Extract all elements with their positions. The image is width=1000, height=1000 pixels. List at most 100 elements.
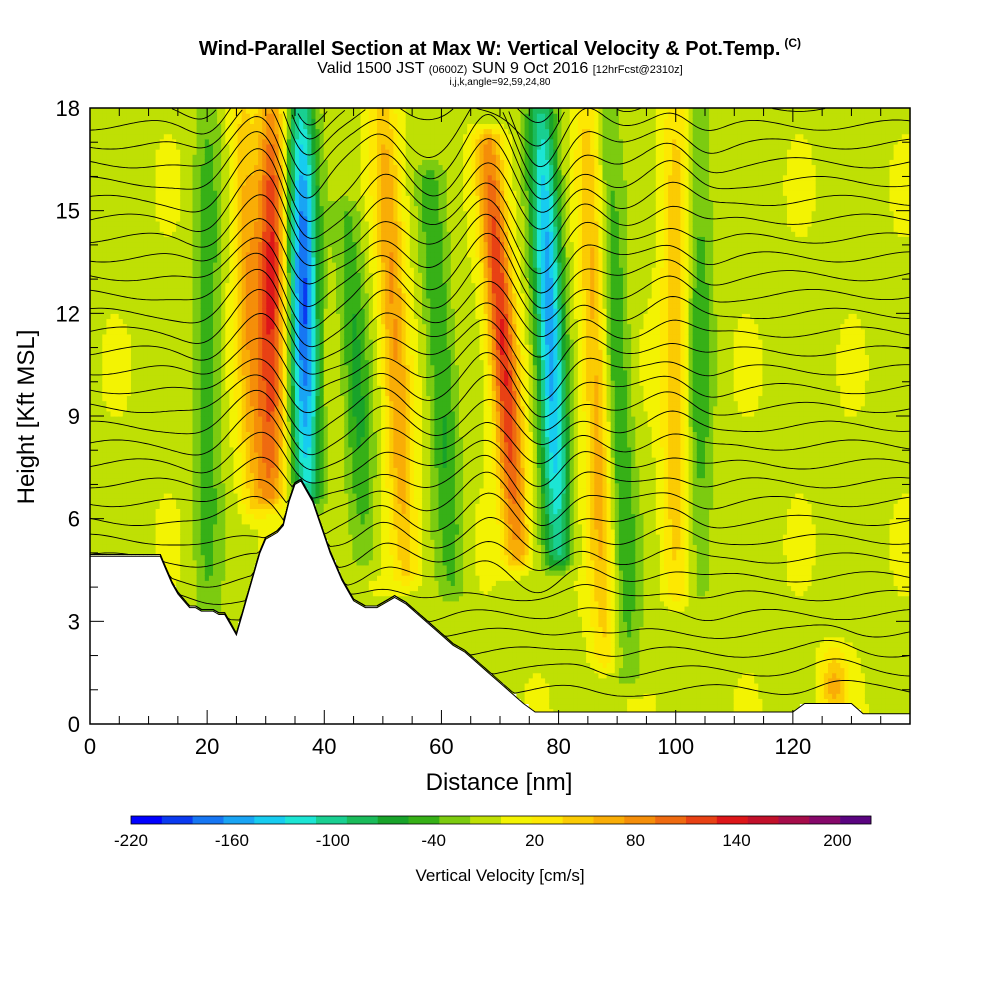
heatmap-cell (159, 416, 165, 422)
heatmap-cell (192, 349, 198, 355)
heatmap-cell (90, 169, 95, 176)
heatmap-cell (188, 313, 194, 320)
heatmap-cell (307, 380, 312, 386)
heatmap-cell (233, 436, 239, 443)
heatmap-cell (163, 523, 169, 530)
heatmap-cell (229, 416, 235, 422)
heatmap-cell (94, 410, 99, 417)
heatmap-cell (94, 344, 99, 350)
heatmap-cell (245, 421, 251, 427)
heatmap-cell (176, 400, 181, 407)
heatmap-cell (204, 349, 210, 355)
heatmap-cell (192, 169, 198, 176)
heatmap-cell (229, 344, 235, 350)
heatmap-cell (131, 297, 136, 304)
heatmap-cell (151, 380, 157, 386)
heatmap-cell (229, 159, 235, 166)
heatmap-cell (192, 544, 198, 551)
heatmap-cell (249, 554, 255, 561)
heatmap-cell (176, 292, 181, 299)
heatmap-cell (159, 262, 165, 268)
heatmap-cell (295, 190, 300, 196)
heatmap-cell (217, 421, 222, 427)
heatmap-cell (135, 528, 140, 535)
heatmap-cell (221, 113, 226, 119)
heatmap-cell (131, 179, 136, 186)
heatmap-cell (143, 339, 148, 345)
heatmap-cell (155, 185, 161, 191)
heatmap-cell (262, 138, 267, 145)
heatmap-cell (200, 241, 206, 248)
heatmap-cell (155, 395, 161, 402)
heatmap-cell (155, 154, 161, 160)
heatmap-cell (274, 523, 280, 530)
heatmap-cell (254, 328, 259, 335)
heatmap-cell (131, 426, 136, 432)
heatmap-cell (139, 328, 144, 335)
heatmap-cell (196, 518, 202, 525)
heatmap-cell (229, 174, 235, 181)
heatmap-cell (290, 185, 296, 191)
heatmap-cell (233, 534, 239, 540)
heatmap-cell (126, 118, 132, 124)
heatmap-cell (110, 421, 116, 427)
heatmap-cell (114, 262, 120, 268)
heatmap-cell (184, 472, 189, 479)
heatmap-cell (221, 128, 226, 135)
heatmap-cell (184, 108, 189, 114)
heatmap-cell (303, 297, 308, 304)
heatmap-cell (172, 277, 177, 284)
heatmap-cell (204, 215, 210, 222)
heatmap-cell (208, 313, 214, 320)
heatmap-cell (315, 185, 321, 191)
heatmap-cell (254, 472, 259, 479)
heatmap-cell (274, 467, 280, 474)
heatmap-cell (196, 534, 202, 540)
heatmap-cell (237, 549, 243, 556)
heatmap-cell (167, 431, 173, 438)
heatmap-cell (200, 205, 206, 212)
heatmap-cell (167, 256, 173, 263)
heatmap-cell (159, 143, 165, 150)
heatmap-cell (245, 385, 251, 391)
heatmap-cell (274, 482, 280, 489)
heatmap-cell (184, 462, 189, 468)
heatmap-cell (204, 549, 210, 556)
heatmap-cell (282, 431, 288, 438)
heatmap-cell (114, 108, 120, 114)
heatmap-cell (286, 262, 292, 268)
heatmap-cell (90, 303, 95, 309)
heatmap-cell (126, 292, 132, 299)
heatmap-cell (188, 292, 194, 299)
heatmap-cell (208, 493, 214, 499)
heatmap-cell (208, 462, 214, 468)
heatmap-cell (176, 405, 181, 412)
heatmap-cell (159, 308, 165, 314)
heatmap-cell (143, 133, 148, 140)
heatmap-cell (311, 446, 317, 453)
heatmap-cell (245, 559, 251, 566)
heatmap-cell (200, 200, 206, 207)
heatmap-cell (213, 220, 218, 227)
heatmap-cell (126, 108, 132, 114)
heatmap-cell (126, 457, 132, 463)
heatmap-cell (131, 451, 136, 458)
heatmap-cell (270, 308, 276, 314)
heatmap-cell (98, 246, 103, 253)
heatmap-cell (282, 154, 288, 160)
heatmap-cell (266, 123, 271, 130)
heatmap-cell (159, 374, 165, 381)
heatmap-cell (307, 446, 312, 453)
heatmap-cell (196, 287, 202, 294)
heatmap-cell (200, 595, 206, 602)
heatmap-cell (245, 359, 251, 366)
heatmap-cell (286, 272, 292, 278)
heatmap-cell (131, 457, 136, 463)
heatmap-cell (262, 513, 267, 520)
heatmap-cell (278, 251, 284, 258)
heatmap-cell (147, 256, 153, 263)
heatmap-cell (282, 133, 288, 140)
heatmap-cell (249, 539, 255, 545)
heatmap-cell (176, 128, 181, 135)
heatmap-cell (245, 462, 251, 468)
